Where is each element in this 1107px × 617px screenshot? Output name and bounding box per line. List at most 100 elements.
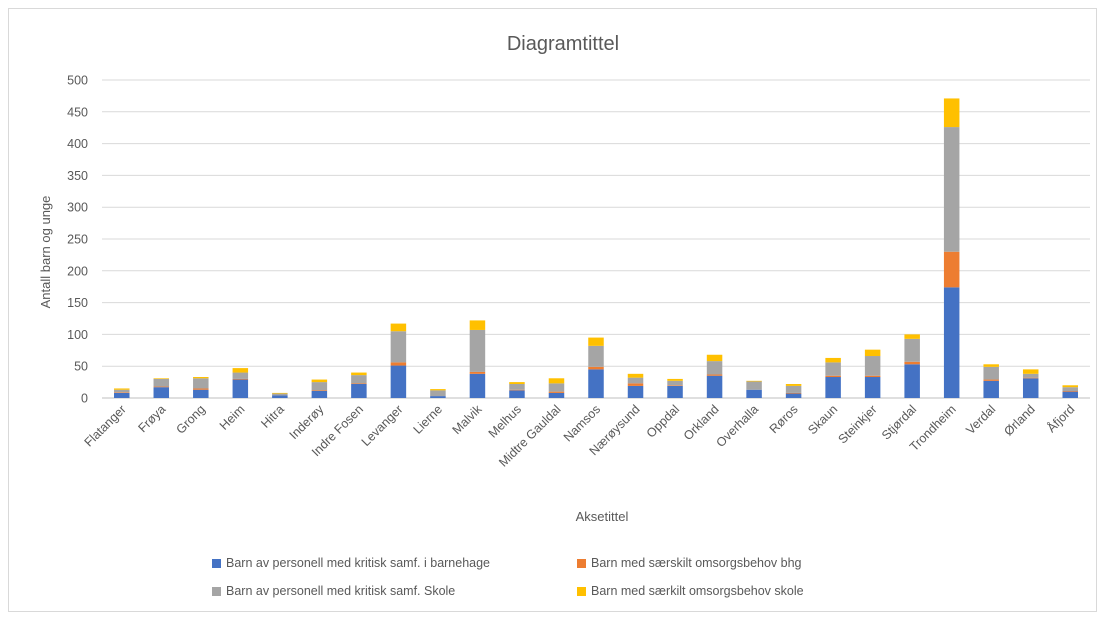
bar-segment xyxy=(114,392,130,398)
legend-swatch xyxy=(577,558,586,568)
bar-segment xyxy=(627,385,644,398)
bar-segment xyxy=(153,378,170,379)
bar-segment xyxy=(943,127,960,252)
bar-segment xyxy=(1062,391,1078,392)
bar-segment xyxy=(943,98,960,128)
y-tick-label: 350 xyxy=(67,169,88,183)
bar-segment xyxy=(627,377,644,384)
chart-title: Diagramtittel xyxy=(507,33,619,55)
bars xyxy=(114,98,1078,398)
legend-item: Barn av personell med kritisk samf. Skol… xyxy=(212,584,455,598)
bar-segment xyxy=(746,381,762,390)
bar-segment xyxy=(825,362,841,376)
bar-segment xyxy=(1022,377,1039,379)
bar-segment xyxy=(864,377,881,398)
legend-label: Barn med særskilt omsorgsbehov bhg xyxy=(591,556,802,570)
bar-segment xyxy=(588,366,604,370)
bar-segment xyxy=(390,362,407,366)
x-tick-label: Levanger xyxy=(359,402,406,449)
bar-segment xyxy=(509,390,525,398)
legend-label: Barn av personell med kritisk samf. Skol… xyxy=(226,584,456,598)
bar-segment xyxy=(469,329,486,372)
bar-segment xyxy=(904,338,920,362)
x-tick-label: Melhus xyxy=(486,402,524,440)
bar-segment xyxy=(548,383,565,392)
legend-swatch xyxy=(212,586,221,596)
bar-segment xyxy=(667,385,683,386)
y-tick-label: 500 xyxy=(67,74,88,88)
y-tick-label: 200 xyxy=(67,264,88,278)
bar-segment xyxy=(627,373,644,378)
bar-segment xyxy=(351,372,367,376)
bar-segment xyxy=(509,389,525,391)
bar-segment xyxy=(509,384,525,390)
bar-segment xyxy=(904,334,920,339)
bar-segment xyxy=(351,383,367,385)
legend: Barn av personell med kritisk samf. i ba… xyxy=(212,556,912,612)
y-tick-label: 0 xyxy=(81,392,88,406)
bar-segment xyxy=(430,390,446,397)
bar-segment xyxy=(1022,369,1039,374)
bar-segment xyxy=(193,378,209,389)
bar-segment xyxy=(469,373,486,398)
x-tick-labels: Flatanger Frøya Grong Heim Hitra InderøyIndre… xyxy=(82,401,1078,469)
bar-segment xyxy=(509,382,525,385)
bar-segment xyxy=(272,395,288,398)
bar-segment xyxy=(1062,391,1078,398)
bar-segment xyxy=(232,368,249,373)
bar-segment xyxy=(548,378,565,384)
bar-segment xyxy=(193,377,209,379)
bar-segment xyxy=(706,375,723,398)
bar-segment xyxy=(785,392,802,394)
x-tick-label: Heim xyxy=(217,402,248,433)
x-tick-label: Hitra xyxy=(258,402,287,431)
bar-segment xyxy=(864,356,881,376)
bar-segment xyxy=(904,361,920,365)
y-tick-label: 250 xyxy=(67,233,88,247)
x-tick-label: Lierne xyxy=(411,402,446,437)
bar-segment xyxy=(311,379,328,383)
x-tick-label: Flatanger xyxy=(82,402,129,449)
bar-segment xyxy=(311,390,328,392)
bar-segment xyxy=(825,375,841,378)
x-axis-title: Aksetittel xyxy=(576,509,629,524)
bar-segment xyxy=(667,378,683,381)
bar-segment xyxy=(548,392,565,398)
bar-segment xyxy=(588,337,604,346)
bar-segment xyxy=(1062,385,1078,388)
bar-segment xyxy=(430,396,446,398)
bar-segment xyxy=(469,371,486,374)
bar-segment xyxy=(706,361,723,375)
bar-segment xyxy=(785,393,802,398)
x-tick-label: Steinkjer xyxy=(835,402,879,446)
bar-segment xyxy=(667,385,683,398)
bar-segment xyxy=(351,375,367,384)
bar-segment xyxy=(193,388,209,390)
bar-segment xyxy=(469,320,486,330)
legend-label: Barn med særkilt omsorgsbehov skole xyxy=(591,584,804,598)
gridlines xyxy=(102,79,1090,399)
x-tick-label: Frøya xyxy=(135,402,168,435)
y-tick-labels: 0 50 100 150 200 250 300 350 400 450 500 xyxy=(67,74,88,406)
x-tick-label: Ørland xyxy=(1001,402,1037,438)
bar-segment xyxy=(627,383,644,386)
bar-segment xyxy=(983,366,999,380)
bar-segment xyxy=(864,349,881,357)
bar-segment xyxy=(232,372,249,379)
x-tick-label: Skaun xyxy=(805,402,840,437)
bar-segment xyxy=(943,251,960,288)
y-tick-label: 50 xyxy=(74,360,88,374)
x-tick-label: Malvik xyxy=(450,402,485,437)
bar-segment xyxy=(153,378,170,387)
bar-segment xyxy=(311,382,328,391)
bar-segment xyxy=(114,388,130,390)
bar-segment xyxy=(1022,378,1039,398)
bar-segment xyxy=(390,331,407,363)
bar-segment xyxy=(193,389,209,398)
legend-swatch xyxy=(212,558,221,568)
legend-item: Barn med særskilt omsorgsbehov bhg xyxy=(577,556,802,570)
bar-segment xyxy=(232,378,249,380)
x-tick-label: Verdal xyxy=(963,402,998,437)
bar-segment xyxy=(746,380,762,382)
